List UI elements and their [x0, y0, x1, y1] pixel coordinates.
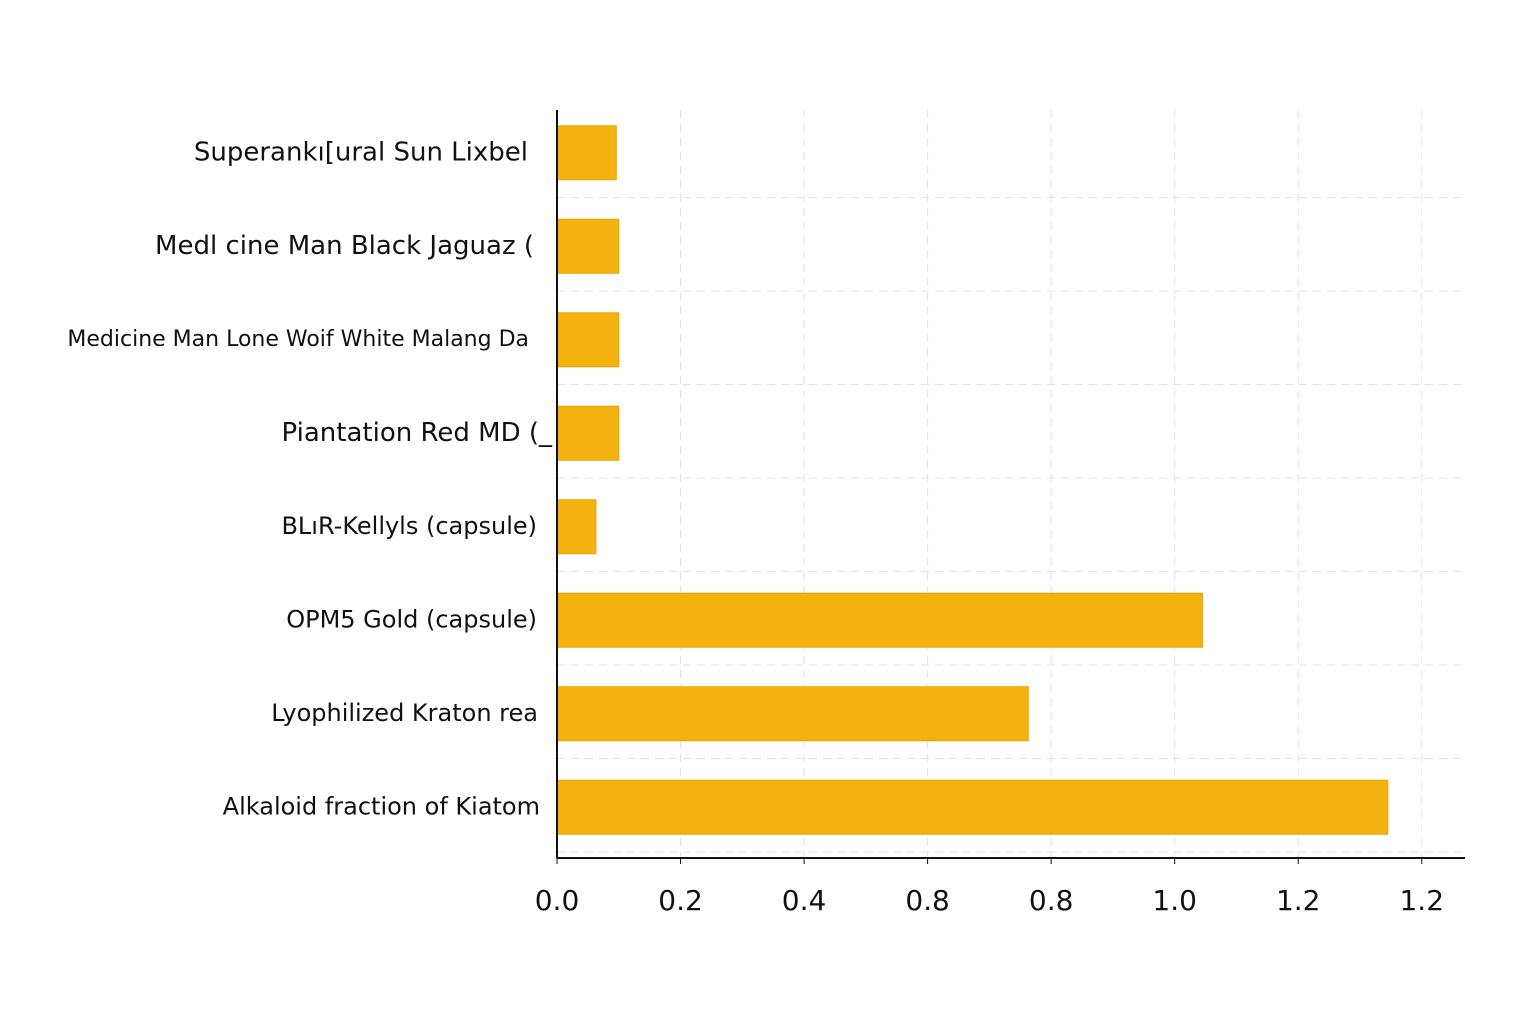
y-tick-label: Medicine Man Lone Woif White Malang Da — [67, 327, 529, 352]
y-tick-label: OPM5 Gold (capsule) — [286, 605, 537, 633]
x-tick-label: 0.2 — [658, 884, 703, 917]
y-tick-label: Piantation Red MD (_ — [282, 418, 553, 448]
bar — [556, 499, 597, 555]
bar — [556, 125, 617, 181]
x-tick-label: 0.0 — [535, 884, 580, 917]
x-tick-label: 1.2 — [1399, 884, 1444, 917]
y-tick-label: BLıR-Kellyls (capsule) — [281, 512, 537, 540]
bar — [556, 779, 1389, 835]
y-tick-label: Superankı[ural Sun Lixbel — [194, 137, 528, 167]
y-tick-label: Alkaloid fraction of Kiatom — [223, 792, 540, 820]
y-tick-label: Medl cine Man Black Jaguaz ( — [155, 231, 534, 261]
x-tick-label: 0.8 — [1029, 884, 1074, 917]
bar — [556, 218, 620, 274]
bar — [556, 592, 1203, 648]
bar — [556, 686, 1029, 742]
x-tick-label: 0.8 — [905, 884, 950, 917]
y-tick-label: Lyophilized Kraton rea — [271, 699, 538, 727]
bar — [556, 405, 620, 461]
x-tick-label: 1.0 — [1152, 884, 1197, 917]
bar — [556, 312, 620, 368]
x-tick-label: 1.2 — [1276, 884, 1321, 917]
x-tick-label: 0.4 — [782, 884, 827, 917]
